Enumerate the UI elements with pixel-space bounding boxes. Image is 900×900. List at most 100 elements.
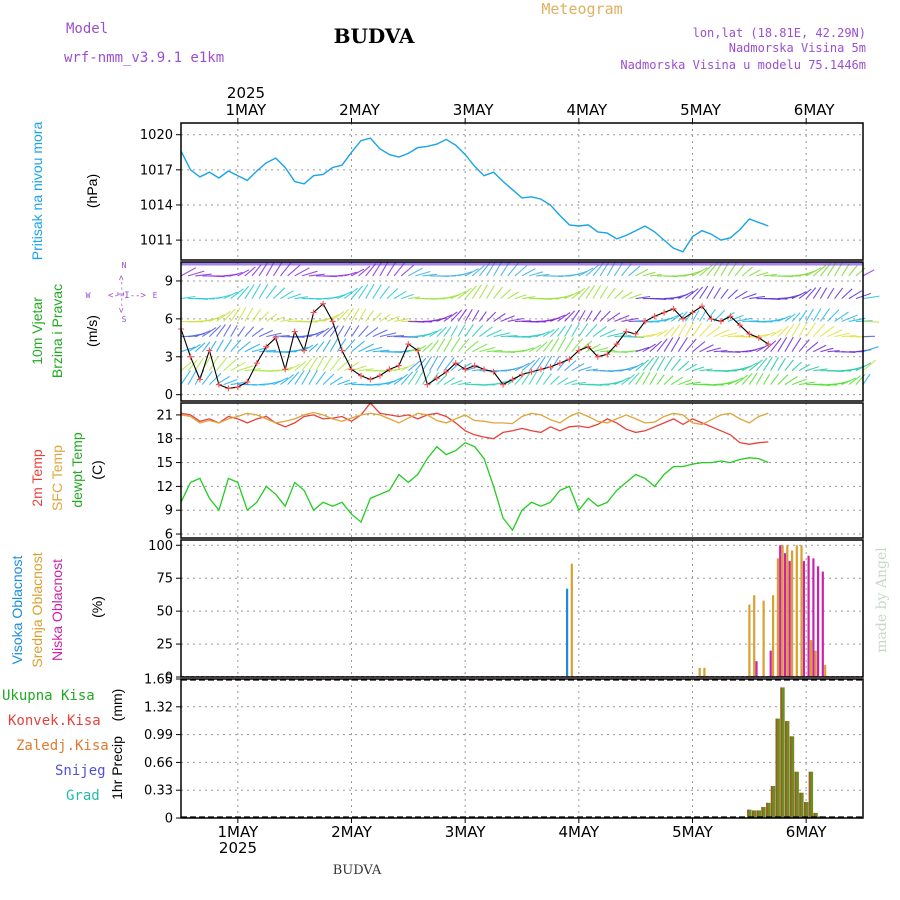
wind-barb (393, 373, 408, 386)
wind-speed-marker (263, 343, 270, 350)
wind-barb (493, 286, 503, 299)
wind-barb (351, 307, 360, 322)
wind-barb (478, 311, 487, 322)
wind-barb (315, 327, 330, 338)
wind-speed-marker (727, 313, 734, 320)
wind-barb (585, 368, 599, 372)
wind-speed-marker (424, 381, 431, 388)
wind-barb (273, 287, 286, 300)
wind-barb (443, 326, 452, 337)
wind-barb (656, 356, 666, 371)
wind-barb (457, 271, 473, 277)
precip-conv-bar (775, 718, 778, 818)
wind-barb (244, 326, 255, 337)
wind-barb (713, 287, 722, 299)
wind-barb (287, 293, 302, 300)
wind-barb (564, 337, 575, 352)
wind-barb (734, 264, 745, 277)
wind-barb (329, 338, 339, 352)
wind-barb (834, 332, 851, 338)
precip-bar (747, 809, 752, 818)
wind-unit: (m/s) (84, 315, 100, 347)
wind-barb (550, 314, 566, 322)
wind-barb (464, 324, 474, 337)
wind-barb (635, 371, 645, 385)
wind-barb (571, 381, 587, 386)
wind-speed-marker (253, 360, 260, 367)
precip-ylabel: 1hr Precip (109, 736, 125, 800)
precip-conv-bar (808, 771, 811, 818)
wind-barb (798, 321, 808, 337)
wind-barb (578, 323, 589, 337)
wind-speed-marker (594, 353, 601, 360)
wind-barb (521, 370, 532, 385)
wind-barb (535, 341, 548, 353)
wind-barb (201, 370, 213, 385)
wind-speed-marker (500, 381, 507, 388)
precip-bar (780, 687, 785, 818)
wind-barb (500, 334, 518, 338)
precip-bar (808, 771, 814, 818)
wind-speed-marker (708, 315, 715, 322)
wind-speed-marker (699, 303, 705, 310)
precip-conv-bar (799, 792, 801, 818)
cloud-bar (783, 553, 787, 677)
wind-barb (230, 307, 241, 322)
wind-speed-marker (642, 318, 649, 325)
wind-barb (628, 372, 640, 385)
wind-speed-marker (566, 356, 573, 363)
wind-barb (748, 372, 758, 385)
precip-conv-bar (780, 687, 782, 818)
wind-barb (813, 344, 827, 353)
wind-barb (471, 324, 484, 337)
wind-barb (585, 324, 598, 337)
wind-barb (507, 366, 523, 372)
snow-name: Snijeg (55, 763, 106, 779)
wind-barb (628, 362, 644, 372)
wind-barb (699, 323, 712, 337)
wind-barb (862, 346, 879, 353)
wind-barb (187, 369, 198, 385)
cloud-bar (814, 650, 817, 677)
wind-barb (692, 286, 704, 299)
y-tick-label: 1011 (140, 234, 173, 249)
wind-speed-marker (736, 322, 743, 329)
wind-vectors (180, 260, 880, 386)
wind-barb (692, 267, 708, 277)
wind-barb (379, 332, 397, 338)
y-tick-label: 50 (156, 605, 173, 620)
wind-barb (549, 337, 560, 352)
wind-barb (706, 309, 716, 322)
wind-name-1: 10m Vjetar (29, 297, 45, 365)
wind-barb (635, 268, 649, 277)
wind-barb (251, 327, 264, 338)
wind-barb (614, 314, 630, 322)
wind-barb (201, 341, 211, 353)
wind-speed-marker (339, 347, 345, 354)
wind-barb (216, 357, 228, 372)
wind-speed-marker (547, 363, 554, 370)
wind-barb (358, 308, 367, 322)
wind-barb (677, 337, 688, 352)
wind-barb (763, 356, 773, 371)
wind-barb (237, 269, 250, 277)
cloud-bar (824, 665, 827, 677)
wind-barb (528, 370, 538, 385)
wind-barb (521, 347, 535, 353)
wind-barb (180, 267, 197, 277)
wind-speed-marker (386, 366, 393, 373)
wind-barb (216, 294, 231, 300)
wind-barb (280, 374, 295, 386)
wind-barb (528, 344, 542, 353)
wind-barb (230, 381, 245, 386)
pressure-panel: 1020 1017 1014 1011 (140, 122, 864, 261)
wind-barb (706, 286, 715, 299)
wind-barb (322, 325, 334, 337)
wind-barb (344, 382, 357, 386)
wind-barb (443, 357, 455, 372)
wind-barb (748, 359, 763, 372)
wind-barb (500, 315, 515, 322)
wind-barb (663, 326, 675, 337)
wind-barb (507, 291, 519, 300)
wind-speed-marker (717, 318, 724, 325)
